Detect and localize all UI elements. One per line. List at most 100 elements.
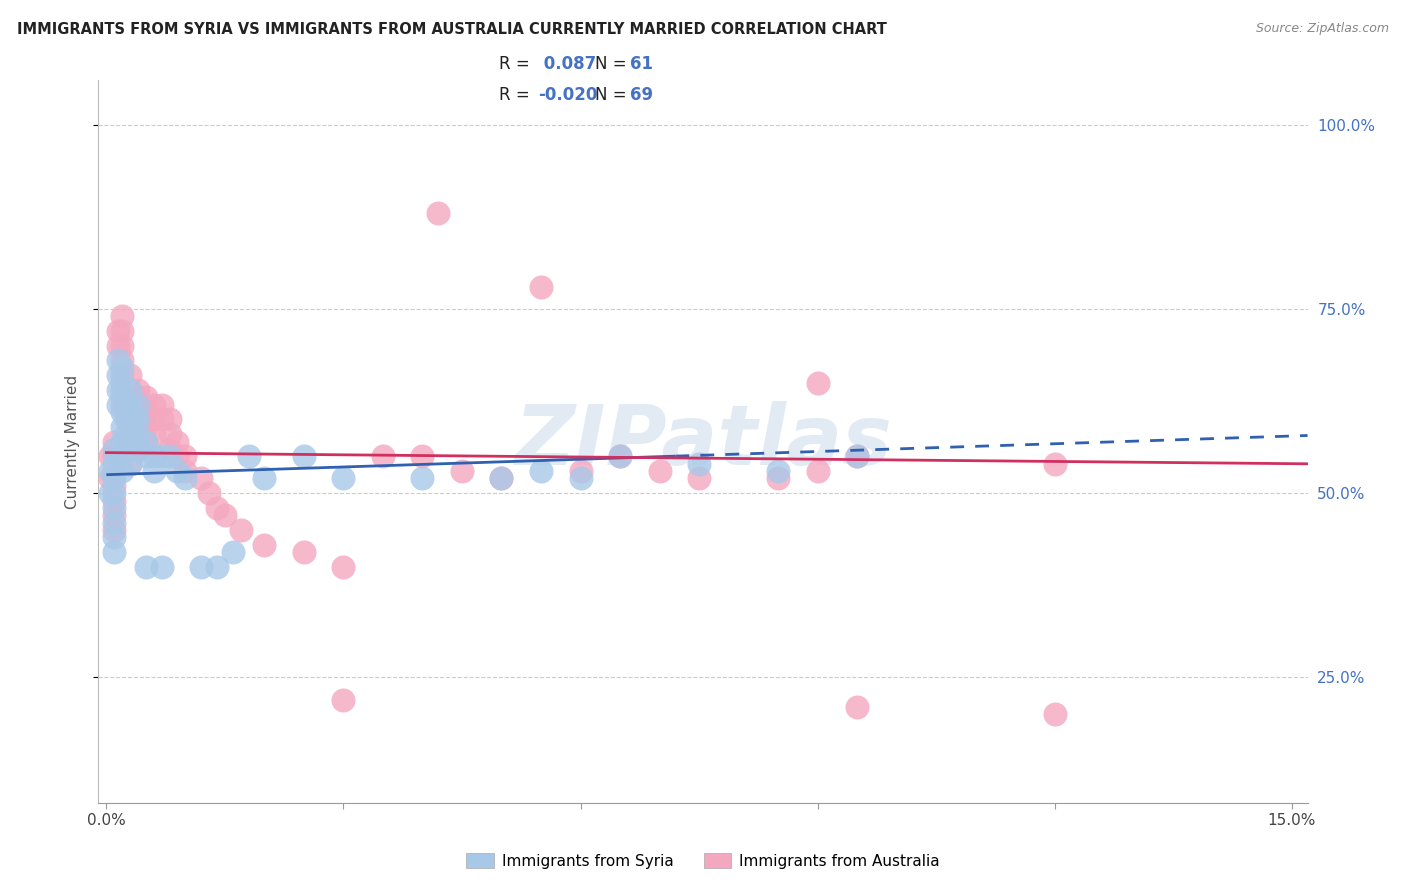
- Legend: Immigrants from Syria, Immigrants from Australia: Immigrants from Syria, Immigrants from A…: [460, 847, 946, 875]
- Point: [766, 464, 789, 478]
- Point: [107, 339, 129, 353]
- Point: [569, 471, 592, 485]
- Point: [103, 493, 125, 508]
- Text: R =: R =: [499, 55, 530, 73]
- Point: [118, 442, 141, 456]
- Point: [332, 692, 354, 706]
- Point: [174, 471, 197, 485]
- Point: [127, 427, 149, 442]
- Point: [135, 405, 157, 419]
- Point: [107, 398, 129, 412]
- Point: [205, 560, 228, 574]
- Text: 61: 61: [630, 55, 652, 73]
- Point: [411, 450, 433, 464]
- Point: [1043, 457, 1066, 471]
- Point: [159, 412, 181, 426]
- Point: [103, 545, 125, 559]
- Point: [98, 464, 121, 478]
- Point: [135, 419, 157, 434]
- Point: [530, 464, 553, 478]
- Point: [253, 471, 276, 485]
- Point: [190, 560, 212, 574]
- Point: [107, 324, 129, 338]
- Point: [142, 450, 165, 464]
- Text: N =: N =: [595, 87, 626, 104]
- Text: -0.020: -0.020: [538, 87, 598, 104]
- Point: [115, 383, 138, 397]
- Point: [371, 450, 394, 464]
- Point: [150, 450, 173, 464]
- Point: [103, 479, 125, 493]
- Point: [127, 427, 149, 442]
- Point: [174, 450, 197, 464]
- Point: [166, 450, 188, 464]
- Point: [103, 508, 125, 523]
- Point: [142, 398, 165, 412]
- Point: [292, 545, 315, 559]
- Point: [103, 464, 125, 478]
- Text: R =: R =: [499, 87, 530, 104]
- Point: [111, 339, 134, 353]
- Point: [807, 376, 830, 390]
- Point: [103, 500, 125, 515]
- Point: [118, 398, 141, 412]
- Point: [111, 309, 134, 323]
- Point: [411, 471, 433, 485]
- Point: [530, 279, 553, 293]
- Point: [135, 450, 157, 464]
- Point: [846, 450, 869, 464]
- Point: [846, 450, 869, 464]
- Point: [115, 412, 138, 426]
- Point: [103, 530, 125, 544]
- Point: [111, 398, 134, 412]
- Point: [98, 450, 121, 464]
- Point: [150, 398, 173, 412]
- Point: [222, 545, 245, 559]
- Point: [135, 434, 157, 449]
- Point: [142, 412, 165, 426]
- Text: 0.087: 0.087: [538, 55, 596, 73]
- Point: [427, 206, 450, 220]
- Point: [98, 471, 121, 485]
- Point: [111, 464, 134, 478]
- Point: [107, 353, 129, 368]
- Y-axis label: Currently Married: Currently Married: [65, 375, 80, 508]
- Point: [127, 442, 149, 456]
- Point: [103, 486, 125, 500]
- Point: [190, 471, 212, 485]
- Point: [150, 560, 173, 574]
- Point: [491, 471, 513, 485]
- Point: [107, 383, 129, 397]
- Point: [238, 450, 260, 464]
- Point: [135, 434, 157, 449]
- Point: [118, 427, 141, 442]
- Point: [150, 412, 173, 426]
- Point: [332, 471, 354, 485]
- Point: [122, 390, 145, 404]
- Point: [205, 500, 228, 515]
- Point: [1043, 707, 1066, 722]
- Point: [491, 471, 513, 485]
- Point: [332, 560, 354, 574]
- Point: [111, 353, 134, 368]
- Text: ZIPatlas: ZIPatlas: [515, 401, 891, 482]
- Point: [103, 434, 125, 449]
- Point: [118, 398, 141, 412]
- Point: [115, 398, 138, 412]
- Point: [103, 516, 125, 530]
- Point: [253, 538, 276, 552]
- Point: [159, 442, 181, 456]
- Point: [166, 464, 188, 478]
- Point: [142, 427, 165, 442]
- Point: [111, 405, 134, 419]
- Point: [609, 450, 631, 464]
- Point: [292, 450, 315, 464]
- Point: [229, 523, 252, 537]
- Point: [111, 419, 134, 434]
- Point: [198, 486, 221, 500]
- Point: [846, 700, 869, 714]
- Point: [118, 368, 141, 383]
- Point: [118, 412, 141, 426]
- Point: [159, 450, 181, 464]
- Point: [142, 464, 165, 478]
